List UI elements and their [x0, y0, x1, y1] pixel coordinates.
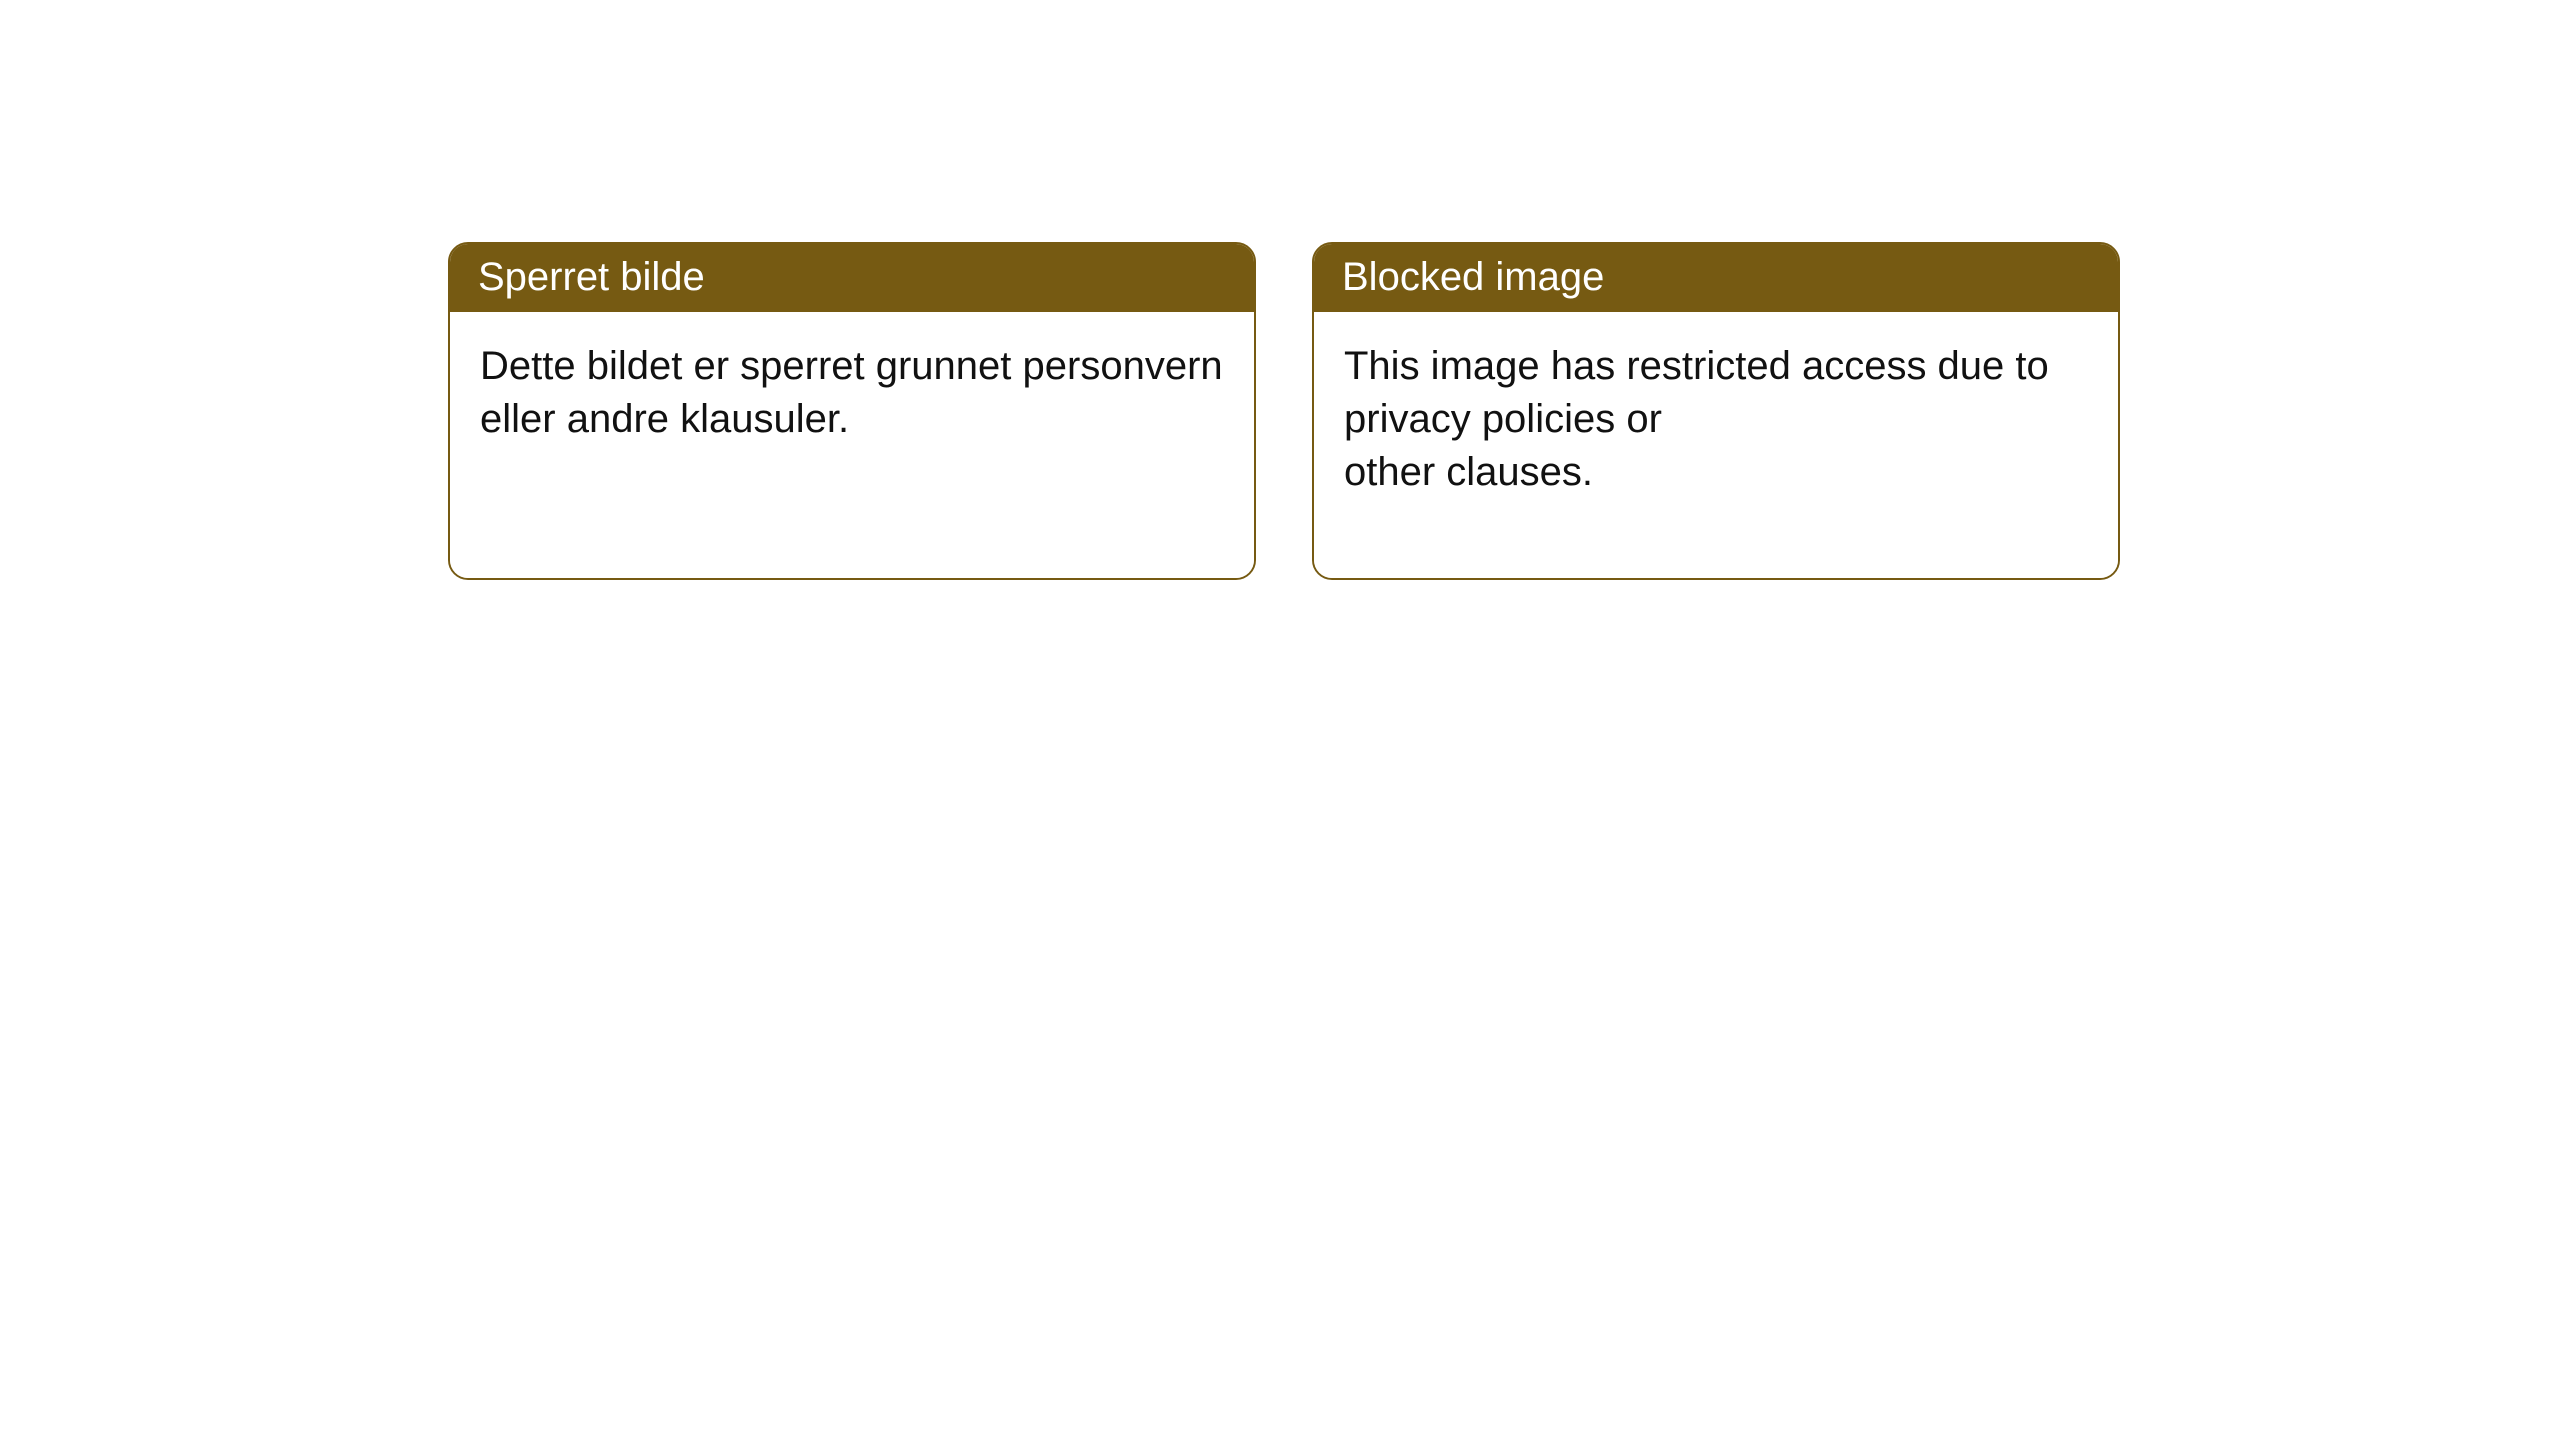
notice-body-no: Dette bildet er sperret grunnet personve… — [450, 312, 1254, 578]
notice-header-en: Blocked image — [1314, 244, 2118, 312]
notice-card-en: Blocked image This image has restricted … — [1312, 242, 2120, 580]
notice-body-en: This image has restricted access due to … — [1314, 312, 2118, 578]
notice-container: Sperret bilde Dette bildet er sperret gr… — [0, 0, 2560, 580]
notice-header-no: Sperret bilde — [450, 244, 1254, 312]
notice-card-no: Sperret bilde Dette bildet er sperret gr… — [448, 242, 1256, 580]
